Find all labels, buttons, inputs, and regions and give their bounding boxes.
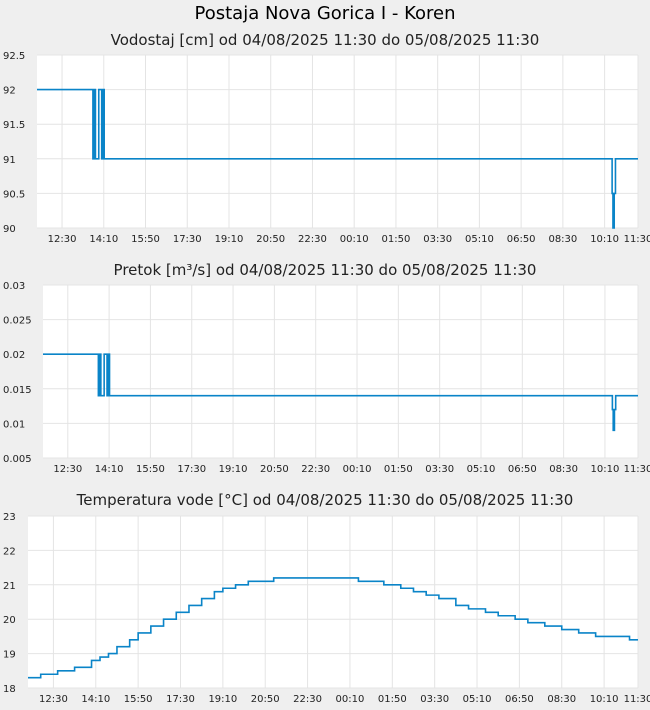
x-tick-label: 03:30 <box>423 234 452 245</box>
x-tick-label: 06:50 <box>507 234 536 245</box>
x-tick-label: 08:30 <box>547 694 576 705</box>
chart-title: Temperatura vode [°C] od 04/08/2025 11:3… <box>76 491 574 509</box>
plot-area <box>43 285 638 458</box>
x-tick-label: 11:30 <box>624 694 650 705</box>
x-tick-label: 20:50 <box>260 464 289 475</box>
x-tick-label: 03:30 <box>425 464 454 475</box>
x-tick-label: 00:10 <box>343 464 372 475</box>
y-tick-label: 20 <box>3 615 16 626</box>
x-tick-label: 01:50 <box>384 464 413 475</box>
y-tick-label: 0.005 <box>3 454 32 465</box>
x-tick-label: 10:10 <box>590 694 619 705</box>
y-tick-label: 0.015 <box>3 385 32 396</box>
y-tick-label: 92 <box>3 86 16 97</box>
x-tick-label: 20:50 <box>251 694 280 705</box>
x-tick-label: 20:50 <box>256 234 285 245</box>
series-line <box>37 88 638 229</box>
x-tick-label: 05:10 <box>467 464 496 475</box>
x-tick-label: 22:30 <box>301 464 330 475</box>
page-title: Postaja Nova Gorica I - Koren <box>194 3 456 24</box>
y-tick-label: 0.03 <box>3 281 25 292</box>
series-line <box>28 577 638 679</box>
x-tick-label: 22:30 <box>293 694 322 705</box>
y-tick-label: 23 <box>3 512 16 523</box>
y-tick-label: 90.5 <box>3 189 25 200</box>
y-tick-label: 19 <box>3 650 16 661</box>
x-tick-label: 19:10 <box>219 464 248 475</box>
x-tick-label: 05:10 <box>465 234 494 245</box>
y-tick-label: 91.5 <box>3 120 25 131</box>
x-tick-label: 11:30 <box>624 464 650 475</box>
x-tick-label: 15:50 <box>131 234 160 245</box>
y-tick-label: 0.02 <box>3 350 25 361</box>
plot-area <box>28 516 638 688</box>
plot-area <box>37 55 638 228</box>
x-tick-label: 17:30 <box>173 234 202 245</box>
x-tick-label: 00:10 <box>336 694 365 705</box>
x-tick-label: 12:30 <box>39 694 68 705</box>
chart-1: Vodostaj [cm] od 04/08/2025 11:30 do 05/… <box>3 31 650 245</box>
x-tick-label: 01:50 <box>382 234 411 245</box>
chart-title: Pretok [m³/s] od 04/08/2025 11:30 do 05/… <box>114 261 537 279</box>
y-tick-label: 18 <box>3 684 16 695</box>
y-tick-label: 22 <box>3 546 16 557</box>
y-tick-label: 90 <box>3 224 16 235</box>
y-tick-label: 0.025 <box>3 316 32 327</box>
chart-title: Vodostaj [cm] od 04/08/2025 11:30 do 05/… <box>111 31 540 49</box>
series-line <box>43 353 638 432</box>
x-tick-label: 14:10 <box>81 694 110 705</box>
x-tick-label: 11:30 <box>624 234 650 245</box>
x-tick-label: 17:30 <box>166 694 195 705</box>
chart-3: Temperatura vode [°C] od 04/08/2025 11:3… <box>3 491 650 705</box>
x-tick-label: 01:50 <box>378 694 407 705</box>
x-tick-label: 03:30 <box>420 694 449 705</box>
x-tick-label: 12:30 <box>53 464 82 475</box>
x-tick-label: 19:10 <box>215 234 244 245</box>
x-tick-label: 17:30 <box>177 464 206 475</box>
y-tick-label: 21 <box>3 581 16 592</box>
x-tick-label: 15:50 <box>124 694 153 705</box>
x-tick-label: 00:10 <box>340 234 369 245</box>
y-tick-label: 0.01 <box>3 419 25 430</box>
x-tick-label: 19:10 <box>208 694 237 705</box>
x-tick-label: 15:50 <box>136 464 165 475</box>
chart-2: Pretok [m³/s] od 04/08/2025 11:30 do 05/… <box>3 261 650 475</box>
x-tick-label: 14:10 <box>89 234 118 245</box>
x-tick-label: 06:50 <box>505 694 534 705</box>
y-tick-label: 92.5 <box>3 51 25 62</box>
x-tick-label: 14:10 <box>95 464 124 475</box>
y-tick-label: 91 <box>3 155 16 166</box>
x-tick-label: 10:10 <box>590 234 619 245</box>
x-tick-label: 05:10 <box>463 694 492 705</box>
x-tick-label: 12:30 <box>48 234 77 245</box>
x-tick-label: 08:30 <box>548 234 577 245</box>
x-tick-label: 08:30 <box>549 464 578 475</box>
x-tick-label: 06:50 <box>508 464 537 475</box>
x-tick-label: 22:30 <box>298 234 327 245</box>
x-tick-label: 10:10 <box>591 464 620 475</box>
